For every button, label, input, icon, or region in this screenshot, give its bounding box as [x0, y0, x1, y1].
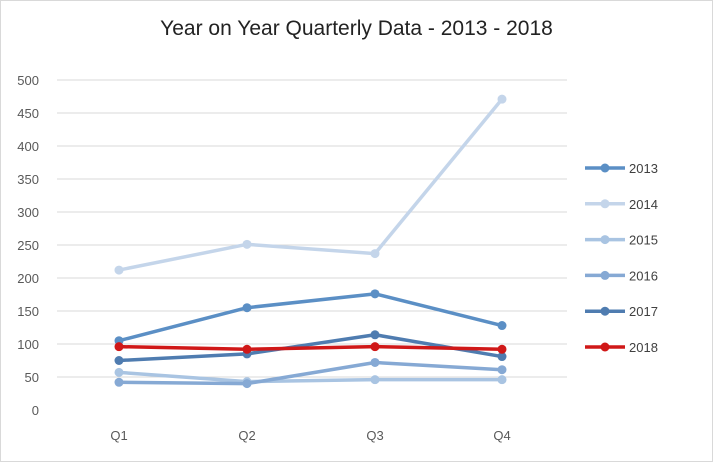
- legend-marker-2016: [600, 270, 610, 280]
- data-point-2016: [114, 377, 124, 387]
- series-line-2016: [117, 360, 504, 386]
- x-tick-label: Q3: [366, 428, 383, 443]
- legend-marker-2014: [600, 199, 610, 209]
- series-line-2015: [117, 370, 504, 384]
- data-point-2013: [370, 289, 380, 299]
- data-point-2014: [242, 239, 252, 249]
- data-point-2013: [242, 303, 252, 313]
- y-tick-label: 250: [17, 238, 39, 253]
- data-point-2018: [497, 344, 507, 354]
- series-line-2013: [117, 292, 504, 343]
- data-point-2016: [497, 365, 507, 375]
- data-point-2017: [370, 330, 380, 340]
- x-tick-label: Q4: [493, 428, 510, 443]
- y-tick-label: 150: [17, 304, 39, 319]
- legend-label-2015: 2015: [629, 233, 658, 248]
- y-tick-label: 300: [17, 205, 39, 220]
- data-point-2018: [370, 342, 380, 352]
- legend-label-2014: 2014: [629, 197, 658, 212]
- legend-label-2013: 2013: [629, 161, 658, 176]
- data-point-2013: [497, 321, 507, 331]
- chart-title: Year on Year Quarterly Data - 2013 - 201…: [160, 17, 553, 40]
- legend-marker-2017: [600, 306, 610, 316]
- data-point-2014: [370, 249, 380, 259]
- x-tick-label: Q2: [238, 428, 255, 443]
- legend-marker-2015: [600, 235, 610, 245]
- y-tick-label: 500: [17, 73, 39, 88]
- legend-label-2018: 2018: [629, 340, 658, 355]
- data-point-2015: [497, 375, 507, 385]
- series-line-2017: [117, 333, 504, 363]
- series-line-2014: [117, 97, 504, 272]
- data-point-2014: [114, 265, 124, 275]
- y-tick-label: 0: [32, 403, 39, 418]
- x-tick-label: Q1: [110, 428, 127, 443]
- y-tick-label: 350: [17, 172, 39, 187]
- legend-label-2016: 2016: [629, 268, 658, 283]
- y-tick-label: 50: [25, 370, 39, 385]
- data-point-2018: [114, 342, 124, 352]
- data-point-2018: [242, 344, 252, 354]
- y-tick-label: 400: [17, 139, 39, 154]
- data-point-2014: [497, 94, 507, 104]
- y-tick-label: 100: [17, 337, 39, 352]
- data-point-2017: [114, 356, 124, 365]
- legend-marker-2018: [600, 342, 610, 352]
- y-tick-label: 200: [17, 271, 39, 286]
- data-point-2016: [242, 379, 252, 389]
- legend-label-2017: 2017: [629, 304, 658, 319]
- data-point-2016: [370, 357, 380, 367]
- y-tick-label: 450: [17, 106, 39, 121]
- series-line-2018: [117, 344, 504, 352]
- data-point-2017: [497, 352, 507, 362]
- data-point-2015: [114, 367, 124, 377]
- data-point-2015: [370, 375, 380, 385]
- legend-marker-2013: [600, 163, 610, 173]
